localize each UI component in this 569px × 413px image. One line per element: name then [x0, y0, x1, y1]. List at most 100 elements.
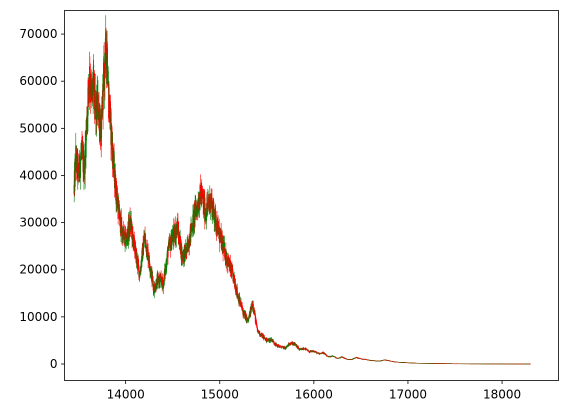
- candle-body: [257, 330, 260, 333]
- candle-body: [311, 351, 313, 352]
- candle-body: [216, 220, 219, 234]
- candle-body: [105, 50, 108, 69]
- candle-body: [357, 358, 359, 359]
- candle-body: [189, 231, 191, 245]
- axes-frame: [64, 10, 559, 381]
- candle-body: [184, 246, 186, 262]
- candle-body: [252, 304, 254, 310]
- candle-body: [201, 189, 203, 193]
- candle-body: [213, 201, 215, 209]
- candle-body: [139, 271, 141, 275]
- candle-body: [100, 116, 103, 138]
- candle-body: [83, 154, 85, 179]
- y-tick-label: 0: [50, 357, 58, 371]
- candle-body: [232, 269, 234, 274]
- candle-body: [167, 248, 169, 258]
- y-tick-label: 70000: [19, 27, 57, 41]
- candle-body: [167, 249, 169, 251]
- candle-body: [87, 80, 90, 90]
- candle-body: [338, 357, 340, 359]
- candle-body: [171, 236, 174, 243]
- candle-body: [146, 246, 148, 257]
- candle-body: [308, 350, 310, 352]
- candle-body: [115, 180, 117, 197]
- candle-body: [175, 230, 177, 239]
- y-axis: 0 10000 20000 30000 40000 50000 60000 70000: [19, 27, 65, 371]
- candle-body: [529, 363, 531, 365]
- candle-body: [178, 242, 180, 245]
- candle-body: [133, 238, 136, 251]
- candle-body: [280, 345, 282, 347]
- candle-body: [255, 320, 257, 324]
- candle-body: [145, 239, 147, 244]
- candle-body: [324, 353, 326, 355]
- candle-body: [284, 346, 286, 348]
- candle-body: [199, 184, 201, 192]
- candle-body: [79, 159, 82, 164]
- y-tick-label: 30000: [19, 216, 57, 230]
- candle-body: [254, 313, 256, 316]
- candle-body: [155, 288, 157, 290]
- candle-body: [139, 276, 141, 278]
- candle-body: [282, 346, 284, 347]
- x-tick-label: 15000: [201, 388, 239, 402]
- candle-body: [377, 361, 379, 362]
- candle-body: [220, 231, 222, 238]
- candle-body: [247, 319, 249, 322]
- y-tick-label: 10000: [19, 310, 57, 324]
- candle-body: [379, 360, 381, 362]
- candle-body: [97, 95, 99, 119]
- candle-body: [297, 346, 299, 349]
- candle-body: [205, 216, 208, 221]
- candle-body: [186, 242, 188, 251]
- candle-body: [385, 359, 387, 361]
- candle-body: [385, 360, 387, 361]
- candle-body: [236, 287, 238, 295]
- candle-body: [259, 331, 261, 335]
- candle-body: [213, 221, 216, 223]
- candle-body: [223, 243, 226, 247]
- candle-body: [275, 343, 277, 345]
- y-tick-label: 50000: [19, 121, 57, 135]
- candle-body: [266, 341, 268, 343]
- candle-body: [138, 264, 140, 267]
- candle-body: [352, 358, 354, 360]
- candle-body: [118, 204, 120, 219]
- candle-body: [287, 344, 289, 347]
- candle-body: [104, 67, 106, 79]
- y-tick-label: 20000: [19, 263, 57, 277]
- candle-body: [143, 241, 145, 249]
- candle-body: [84, 143, 86, 174]
- candle-body: [256, 327, 258, 331]
- candle-body: [219, 241, 221, 244]
- candle-body: [345, 358, 347, 359]
- candle-body: [106, 47, 108, 79]
- candle-body: [143, 237, 145, 242]
- candle-body: [159, 277, 162, 283]
- candle-body: [233, 274, 236, 283]
- candle-body: [325, 354, 327, 356]
- candle-body: [172, 231, 174, 237]
- candle-body: [234, 283, 237, 291]
- candle-body: [92, 66, 95, 83]
- candle-body: [303, 348, 305, 350]
- candle-body: [334, 356, 337, 358]
- x-tick-label: 17000: [389, 388, 427, 402]
- candle-body: [295, 344, 297, 347]
- candle-body: [322, 352, 324, 354]
- candle-body: [350, 359, 352, 360]
- candle-body: [78, 174, 80, 176]
- candle-body: [276, 344, 278, 346]
- candle-body: [265, 338, 268, 342]
- candle-body: [93, 65, 95, 67]
- y-tick-label: 40000: [19, 168, 57, 182]
- candle-body: [371, 360, 374, 362]
- candle-body: [136, 257, 138, 267]
- candle-body: [142, 248, 144, 256]
- candle-body: [179, 236, 182, 253]
- y-tick-label: 60000: [19, 74, 57, 88]
- candle-body: [321, 353, 323, 354]
- candle-body: [163, 274, 165, 286]
- candle-body: [105, 32, 107, 57]
- candle-body: [380, 360, 382, 362]
